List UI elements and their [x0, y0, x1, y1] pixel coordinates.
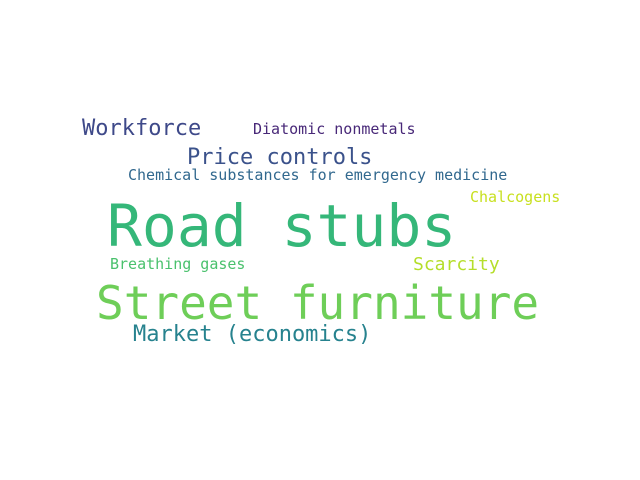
word-road-stubs: Road stubs: [107, 192, 457, 260]
word-chalcogens: Chalcogens: [470, 188, 561, 206]
word-market-economics: Market (economics): [133, 322, 372, 347]
word-workforce: Workforce: [82, 116, 202, 141]
word-diatomic-nonmetals: Diatomic nonmetals: [253, 120, 416, 138]
word-street-furniture: Street furniture: [96, 276, 540, 330]
word-chemical-substances: Chemical substances for emergency medici…: [128, 166, 508, 184]
word-breathing-gases: Breathing gases: [110, 255, 246, 273]
word-price-controls: Price controls: [187, 145, 373, 170]
word-scarcity: Scarcity: [413, 254, 500, 275]
